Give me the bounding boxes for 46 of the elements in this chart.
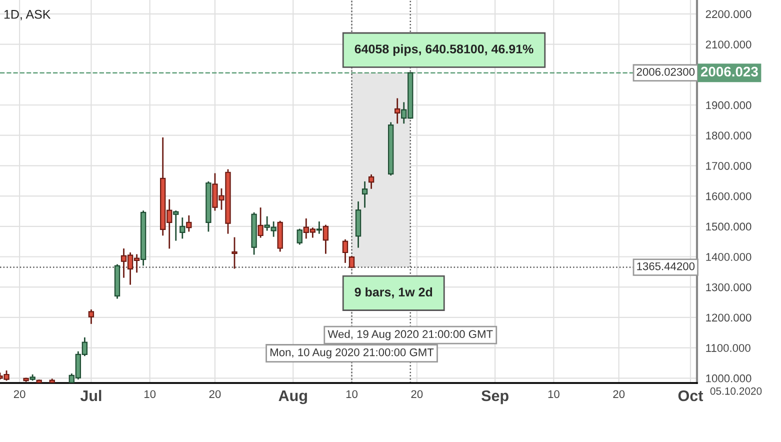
x-tick-label: Oct <box>678 390 704 402</box>
candlestick <box>394 98 400 124</box>
y-tick-label: 1100.000 <box>706 344 750 352</box>
x-tick-label: 10 <box>346 390 358 398</box>
y-tick-label: 1500.000 <box>706 222 752 231</box>
candlestick <box>322 224 329 254</box>
x-tick-label: 20 <box>14 390 26 398</box>
x-tick-label: 20 <box>411 390 423 398</box>
candlestick <box>173 210 179 241</box>
ref-line-label: 2006.02300 <box>636 68 695 76</box>
annotation: 9 bars, 1w 2d <box>354 287 432 298</box>
y-tick-label: 1800.000 <box>706 132 752 140</box>
text: 05.10.2020 <box>710 387 762 395</box>
y-tick-label: 1900.000 <box>706 101 752 110</box>
y-tick-label: 2200.000 <box>706 10 752 18</box>
candlestick <box>258 207 264 238</box>
x-tick-label: Jul <box>80 390 102 402</box>
y-tick-label: 2100.000 <box>706 40 752 48</box>
x-tick-label: 10 <box>548 390 560 398</box>
ref-line-label: 1365.44200 <box>637 262 695 270</box>
text: 1D, ASK <box>4 10 51 20</box>
x-tick-label: Aug <box>278 390 307 404</box>
candlestick <box>316 221 322 234</box>
y-tick-label: 1700.000 <box>706 162 752 170</box>
x-tick-label: 20 <box>613 390 625 398</box>
ref-line-label: Wed, 19 Aug 2020 21:00:00 GMT <box>328 330 493 340</box>
candlestick <box>296 228 302 245</box>
candlestick <box>342 239 348 263</box>
candlestick <box>88 309 94 324</box>
candlestick <box>180 218 186 239</box>
y-tick-label: 1200.000 <box>706 314 752 322</box>
text: 2006.023 <box>700 66 758 77</box>
candlestick <box>362 181 368 208</box>
ref-line-label: Mon, 10 Aug 2020 21:00:00 GMT <box>270 348 434 358</box>
annotation: 64058 pips, 640.58100, 46.91% <box>354 44 534 56</box>
x-tick-label: Sep <box>481 390 508 404</box>
y-tick-label: 1600.000 <box>706 192 752 200</box>
x-tick-label: 20 <box>209 390 221 398</box>
candlestick <box>232 237 238 269</box>
y-tick-label: 1300.000 <box>706 283 752 292</box>
x-tick-label: 10 <box>144 390 156 398</box>
y-tick-label: 1400.000 <box>706 253 752 261</box>
candlestick <box>348 256 355 268</box>
y-tick-label: 1000.000 <box>706 374 752 382</box>
candlestick <box>368 174 374 189</box>
candlestick <box>186 215 192 232</box>
